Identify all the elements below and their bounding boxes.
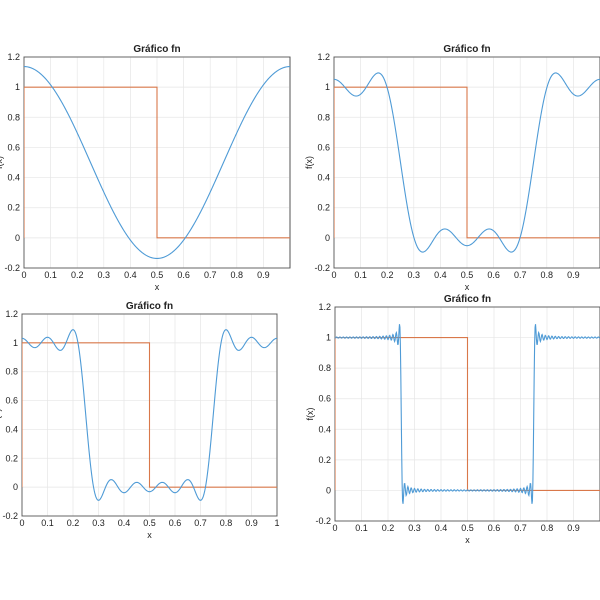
x-tick-label: 0.7	[514, 523, 527, 533]
step-function-line	[24, 86, 290, 239]
step-function-line	[22, 342, 277, 488]
subplot-4: 0 0.1 0.2 0.3 0.4 0.5 0.6 0.7 0.8 0.9-0.200.20.40…	[305, 294, 600, 545]
x-tick-label: 0.2	[71, 270, 84, 280]
y-axis-label: f(x)	[305, 408, 315, 421]
subplot-3: 0 0.1 0.2 0.3 0.4 0.5 0.6 0.7 0.8 0.9 1-0.200.20.4…	[0, 301, 280, 540]
y-tick-label: 0.6	[318, 394, 331, 404]
y-tick-label: 1.2	[317, 52, 330, 62]
y-tick-label: 0.8	[5, 367, 18, 377]
x-tick-label: 0.3	[408, 270, 421, 280]
y-tick-label: 0.8	[317, 112, 330, 122]
x-tick-label: 0.8	[541, 523, 554, 533]
y-tick-label: 0.8	[7, 112, 20, 122]
x-tick-label: 0.9	[257, 270, 270, 280]
y-tick-label: -0.2	[2, 511, 18, 521]
x-tick-label: 0	[331, 270, 336, 280]
x-tick-label: 0.5	[151, 270, 164, 280]
x-tick-label: 0.9	[245, 518, 258, 528]
y-axis-label: f(x)	[0, 156, 4, 169]
y-tick-label: 0.6	[5, 396, 18, 406]
x-tick-label: 0.3	[408, 523, 421, 533]
x-tick-label: 0.7	[204, 270, 217, 280]
y-tick-label: 0.2	[5, 453, 18, 463]
x-tick-label: 0.2	[381, 270, 394, 280]
x-tick-label: 0.2	[382, 523, 395, 533]
x-tick-label: 0.1	[355, 523, 368, 533]
x-tick-label: 0.4	[434, 270, 447, 280]
y-tick-label: 1.2	[7, 52, 20, 62]
x-tick-label: 0	[21, 270, 26, 280]
y-tick-label: 1	[15, 82, 20, 92]
y-tick-label: -0.2	[4, 263, 20, 273]
y-tick-label: 1	[326, 333, 331, 343]
x-tick-label: 0.4	[124, 270, 137, 280]
x-axis-label: x	[465, 282, 470, 292]
x-tick-label: 0.4	[435, 523, 448, 533]
y-tick-label: 1.2	[318, 302, 331, 312]
x-axis-label: x	[465, 535, 470, 545]
subplot-2: 0 0.1 0.2 0.3 0.4 0.5 0.6 0.7 0.8 0.9-0.200.20.40…	[304, 44, 600, 292]
y-tick-label: -0.2	[315, 516, 331, 526]
y-tick-label: 0	[15, 233, 20, 243]
x-tick-label: 0.6	[177, 270, 190, 280]
x-tick-label: 0.5	[143, 518, 156, 528]
x-tick-label: 0.9	[567, 270, 580, 280]
y-tick-label: 0.4	[5, 424, 18, 434]
x-tick-label: 0.5	[461, 270, 474, 280]
y-tick-label: 0.6	[317, 142, 330, 152]
chart-title: Gráfico fn	[444, 294, 491, 305]
x-tick-label: 0.6	[169, 518, 182, 528]
y-tick-label: 0	[326, 485, 331, 495]
y-tick-label: 0.2	[318, 455, 331, 465]
fourier-series-line	[24, 66, 290, 260]
y-tick-label: 0.8	[318, 363, 331, 373]
x-tick-label: 0.8	[231, 270, 244, 280]
x-axis-label: x	[147, 530, 152, 540]
y-tick-label: -0.2	[314, 263, 330, 273]
x-tick-label: 0.8	[541, 270, 554, 280]
x-tick-label: 0.5	[461, 523, 474, 533]
x-tick-label: 0.2	[67, 518, 80, 528]
x-tick-label: 0.3	[98, 270, 111, 280]
x-tick-label: 1	[274, 518, 279, 528]
y-tick-label: 0	[325, 233, 330, 243]
y-tick-label: 0.4	[318, 424, 331, 434]
x-tick-label: 0.1	[41, 518, 54, 528]
y-tick-label: 0	[13, 482, 18, 492]
x-axis-label: x	[155, 282, 160, 292]
fourier-series-line	[22, 329, 277, 501]
y-tick-label: 1	[325, 82, 330, 92]
x-tick-label: 0.6	[487, 270, 500, 280]
x-tick-label: 0.8	[220, 518, 233, 528]
fourier-series-line	[334, 72, 600, 253]
x-tick-label: 0.7	[194, 518, 207, 528]
x-tick-label: 0.1	[44, 270, 57, 280]
x-tick-label: 0.4	[118, 518, 131, 528]
y-tick-label: 0.4	[7, 173, 20, 183]
y-tick-label: 0.2	[317, 203, 330, 213]
y-tick-label: 0.6	[7, 142, 20, 152]
y-tick-label: 1	[13, 338, 18, 348]
fourier-series-line	[335, 324, 600, 504]
x-tick-label: 0	[19, 518, 24, 528]
x-tick-label: 0.3	[92, 518, 105, 528]
y-axis-label: f(x)	[304, 156, 314, 169]
x-tick-label: 0.1	[354, 270, 367, 280]
y-tick-label: 0.4	[317, 173, 330, 183]
chart-title: Gráfico fn	[126, 301, 173, 312]
chart-title: Gráfico fn	[443, 44, 490, 55]
x-tick-label: 0.6	[488, 523, 501, 533]
y-axis-label: f(x)	[0, 409, 2, 422]
y-tick-label: 0.2	[7, 203, 20, 213]
x-tick-label: 0.7	[514, 270, 527, 280]
x-tick-label: 0	[332, 523, 337, 533]
chart-title: Gráfico fn	[133, 44, 180, 55]
subplot-1: 0 0.1 0.2 0.3 0.4 0.5 0.6 0.7 0.8 0.9-0.200.20.40…	[0, 44, 291, 292]
x-tick-label: 0.9	[567, 523, 580, 533]
y-tick-label: 1.2	[5, 309, 18, 319]
step-function-line	[334, 86, 600, 239]
